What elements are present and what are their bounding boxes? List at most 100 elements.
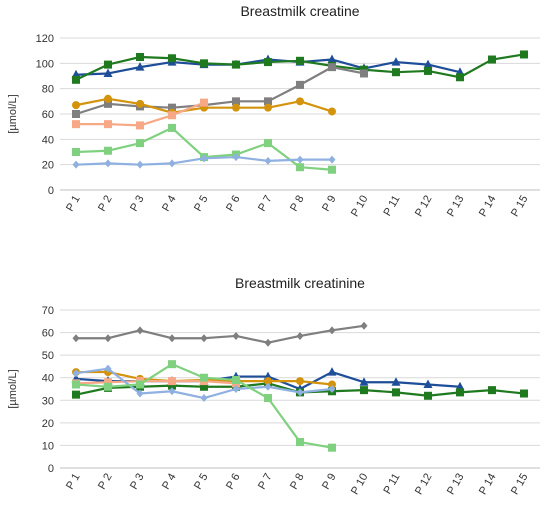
x-tick-label: P 7 [256,194,275,214]
data-point [455,381,465,391]
data-point [296,80,304,89]
series-6 [72,153,336,169]
y-tick-label: 60 [42,109,54,121]
data-point [328,380,336,389]
x-tick-label: P 1 [64,194,83,214]
data-point [328,385,336,393]
data-point [104,60,112,69]
data-point [200,98,208,107]
data-point [135,62,145,71]
x-tick-label: P 3 [128,194,147,214]
data-point [168,103,176,112]
y-tick-label: 100 [36,58,54,70]
x-tick-label: P 5 [192,194,211,214]
x-tick-label: P 15 [509,472,531,497]
data-point [327,367,337,376]
y-tick-label: 10 [42,440,54,452]
x-tick-label: P 3 [128,472,147,492]
y-tick-label: 70 [42,305,54,317]
data-point [168,381,176,390]
y-axis-label: [µmol/L] [7,94,19,133]
data-point [296,331,304,340]
data-point [360,69,368,78]
x-tick-label: P 13 [445,472,467,497]
data-point [104,364,112,373]
data-point [424,391,432,400]
data-point [520,50,528,59]
series-5 [72,364,336,403]
data-point [136,380,144,389]
y-tick-label: 50 [42,350,54,362]
data-point [136,389,144,398]
data-point [168,377,176,386]
data-point [264,382,272,391]
data-point [296,155,304,164]
series-line [75,380,237,385]
data-point [104,159,112,168]
data-point [360,386,368,395]
data-point [104,120,112,129]
data-point [488,55,496,64]
data-point [72,369,80,378]
data-point [104,94,112,103]
y-tick-label: 120 [36,33,54,45]
data-point [232,331,240,340]
data-point [327,54,337,64]
data-point [72,334,80,343]
x-tick-label: P 2 [96,472,115,492]
data-point [104,382,112,391]
data-point [103,68,113,77]
y-tick-label: 20 [42,418,54,430]
data-point [296,97,304,106]
x-tick-label: P 12 [413,194,435,219]
y-tick-label: 80 [42,84,54,96]
data-point [168,123,176,132]
data-point [168,54,176,63]
data-point [136,326,144,335]
data-point [328,107,336,116]
data-point [392,68,400,77]
x-tick-label: P 9 [320,472,339,492]
data-point [328,443,336,452]
x-tick-label: P 9 [320,194,339,214]
series-6 [72,360,336,452]
x-tick-label: P 10 [349,194,371,219]
y-tick-label: 20 [42,160,54,172]
data-point [296,438,304,447]
data-point [359,377,369,386]
data-point [456,388,464,397]
data-point [136,99,144,108]
data-point [232,375,240,384]
x-tick-label: P 4 [160,194,179,214]
data-point [264,156,272,165]
y-axis-label: [µmol/L] [7,369,19,408]
data-point [200,373,208,382]
data-point [72,75,80,84]
data-point [264,58,272,67]
data-point [104,99,112,108]
series-5 [72,123,336,174]
data-point [104,378,112,387]
data-point [136,139,144,148]
series-4 [72,98,208,130]
data-point [232,153,240,162]
x-tick-label: P 14 [477,472,499,497]
data-point [136,53,144,61]
data-point [328,165,336,174]
data-point [136,160,144,169]
data-point [232,385,240,393]
series-line [75,66,365,116]
series-0 [72,321,368,347]
data-point [264,103,272,112]
data-point [264,394,272,403]
data-point [296,56,304,65]
x-tick-label: P 2 [96,194,115,214]
data-point [423,59,433,69]
x-tick-label: P 11 [381,194,402,219]
data-point [296,377,304,386]
data-point [168,360,176,369]
data-point [72,380,80,389]
y-tick-label: 60 [42,328,54,340]
chart-breastmilk-creatine: Breastmilk creatine [µmol/L] 0 20 40 60 80 100 1… [7,3,540,219]
